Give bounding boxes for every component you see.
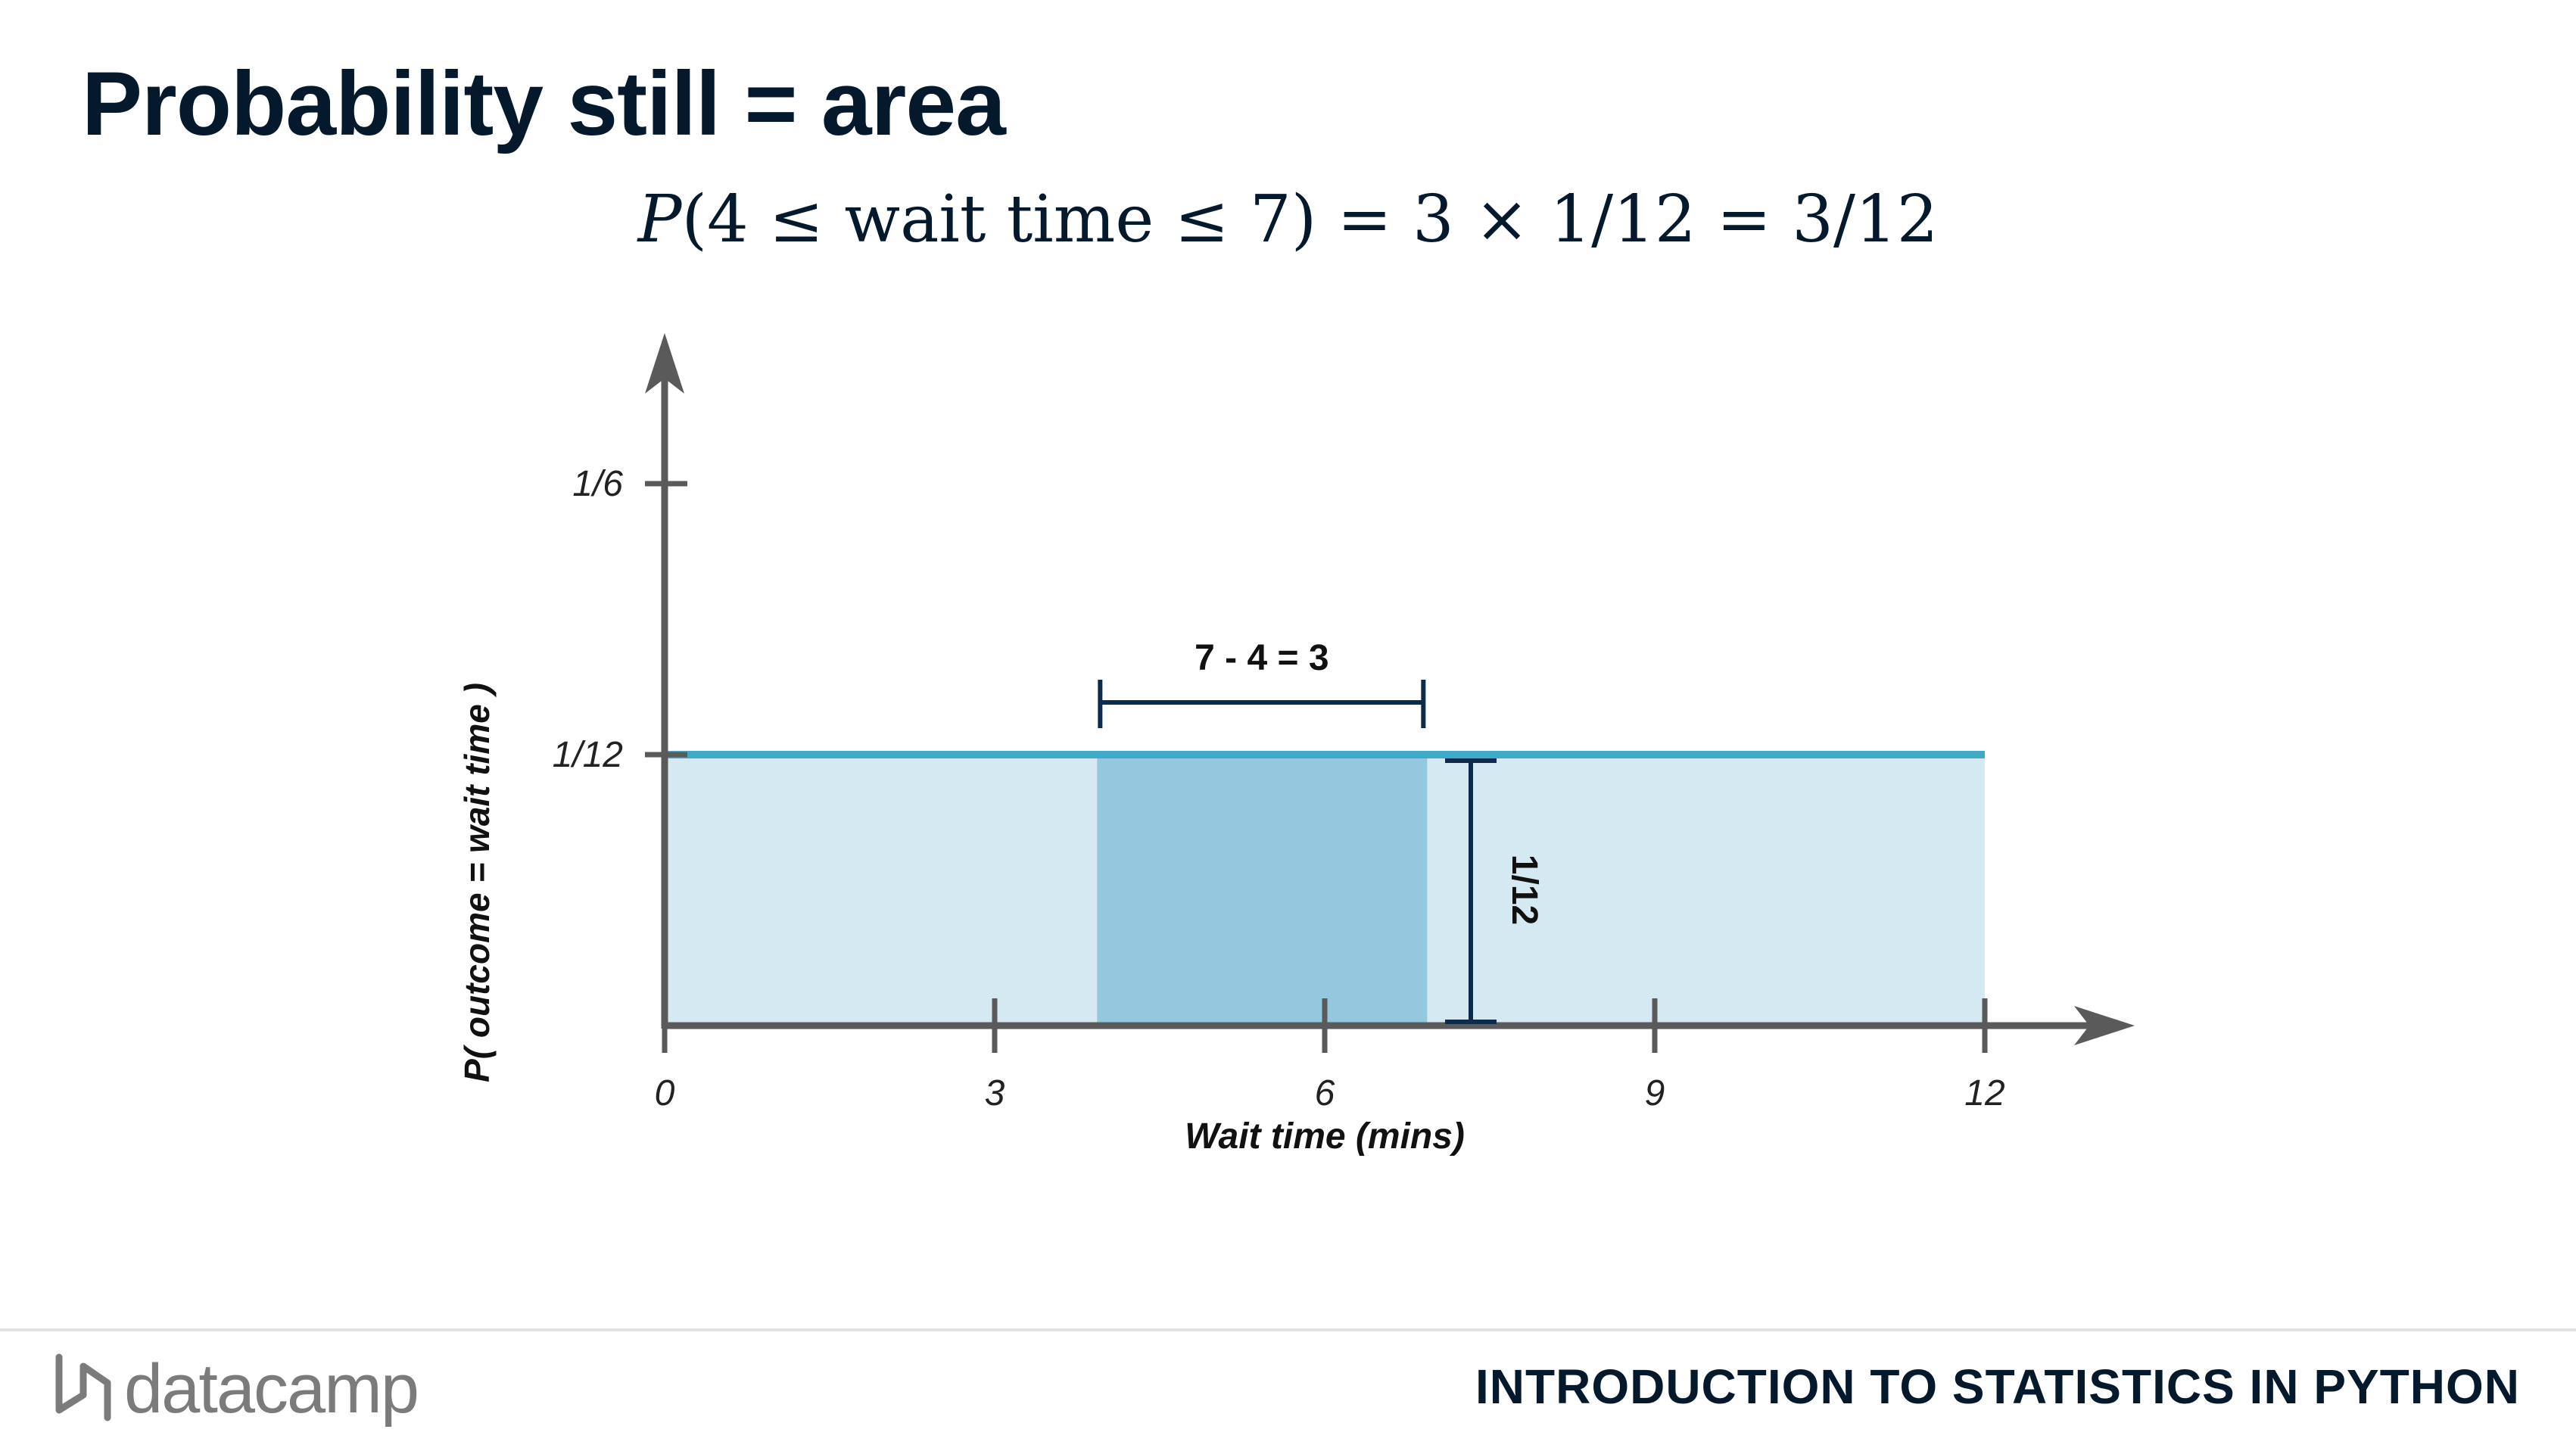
probability-formula: P(4 ≤ wait time ≤ 7) = 3 × 1/12 = 3/12 [0, 182, 2576, 257]
datacamp-logo-icon [55, 1353, 111, 1421]
x-axis-label: Wait time (mins) [1185, 1116, 1465, 1157]
y-tick-label: 1/12 [553, 735, 623, 775]
x-tick-label: 3 [985, 1073, 1005, 1113]
formula-p: P [637, 182, 682, 257]
y-axis-arrow [645, 333, 684, 394]
x-tick-label: 6 [1315, 1073, 1335, 1113]
course-name: INTRODUCTION TO STATISTICS IN PYTHON [1475, 1359, 2520, 1414]
x-tick-label: 12 [1964, 1073, 2004, 1113]
datacamp-logo: datacamp [53, 1347, 419, 1431]
y-tick-label: 1/6 [572, 464, 623, 504]
highlight-area [1097, 755, 1428, 1026]
x-tick-label: 0 [655, 1073, 675, 1113]
y-axis-label: P( outcome = wait time ) [457, 683, 497, 1082]
slide-title: Probability still = area [82, 53, 1006, 154]
logo-text: datacamp [124, 1350, 419, 1428]
x-tick-label: 9 [1645, 1073, 1665, 1113]
height-label: 1/12 [1504, 855, 1544, 925]
x-axis-arrow [2074, 1006, 2135, 1045]
width-label: 7 - 4 = 3 [1195, 638, 1328, 678]
formula-rest: (4 ≤ wait time ≤ 7) = 3 × 1/12 = 3/12 [681, 182, 1939, 257]
footer-divider [0, 1328, 2576, 1331]
